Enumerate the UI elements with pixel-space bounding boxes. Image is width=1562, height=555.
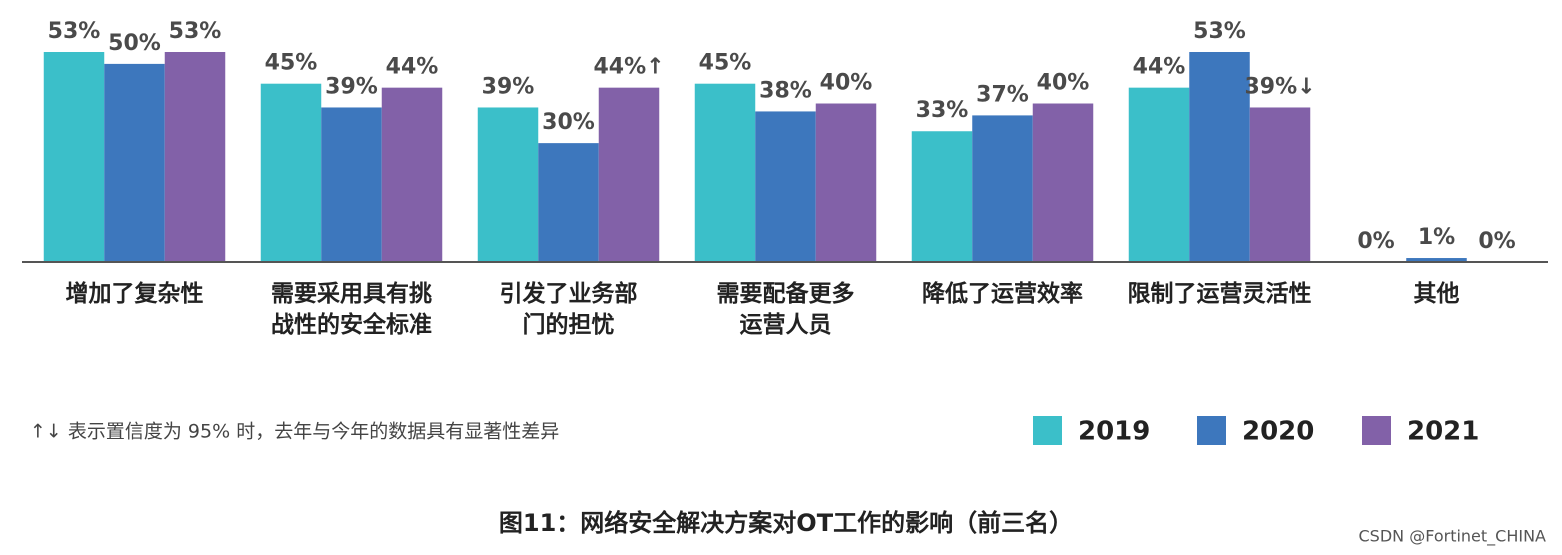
bar [260, 83, 322, 262]
x-tick-label: 需要配备更多运营人员 [717, 280, 855, 338]
bar [1189, 52, 1250, 262]
bar [694, 83, 756, 262]
bar [1406, 258, 1467, 262]
legend-label: 2020 [1242, 417, 1314, 447]
bar [477, 107, 539, 262]
value-label: 38% [759, 78, 812, 103]
legend-swatch [1362, 416, 1391, 445]
value-label: 30% [542, 110, 595, 135]
value-label: 45% [699, 51, 752, 76]
value-label: 44%↑ [593, 55, 664, 80]
value-label: 33% [916, 98, 969, 123]
bar [381, 87, 443, 263]
value-label: 40% [1037, 71, 1090, 96]
bar [972, 115, 1033, 262]
bar [43, 52, 105, 262]
value-label: 50% [108, 31, 161, 56]
value-label: 44% [386, 55, 439, 80]
bar [321, 107, 382, 262]
value-label: 0% [1478, 229, 1515, 254]
legend-swatch [1197, 416, 1226, 445]
value-label: 39%↓ [1244, 74, 1315, 99]
x-tick-label: 需要采用具有挑战性的安全标准 [271, 280, 432, 338]
value-label: 53% [48, 19, 101, 44]
bar [1249, 107, 1311, 262]
value-label: 44% [1133, 55, 1186, 80]
value-label: 53% [1193, 19, 1246, 44]
footnote: ↑↓ 表示置信度为 95% 时，去年与今年的数据具有显著性差异 [30, 421, 559, 443]
x-tick-label: 其他 [1414, 281, 1460, 307]
value-label: 39% [325, 74, 378, 99]
bar [815, 103, 877, 263]
bar [755, 111, 816, 262]
watermark: CSDN @Fortinet_CHINA [1358, 527, 1546, 547]
legend-label: 2021 [1407, 417, 1479, 447]
bar [538, 143, 599, 262]
value-label: 39% [482, 74, 535, 99]
bar [164, 52, 226, 262]
x-tick-label: 引发了业务部门的担忧 [500, 280, 638, 338]
legend-swatch [1033, 416, 1062, 445]
bar [598, 87, 660, 263]
bar [1032, 103, 1094, 263]
value-label: 53% [169, 19, 222, 44]
bar [104, 63, 165, 262]
bar [1128, 87, 1190, 263]
value-label: 45% [265, 51, 318, 76]
x-tick-label: 限制了运营灵活性 [1128, 281, 1312, 307]
chart-title: 图11：网络安全解决方案对OT工作的影响（前三名） [499, 509, 1073, 537]
bar [911, 131, 973, 262]
value-label: 0% [1357, 229, 1394, 254]
value-label: 40% [820, 71, 873, 96]
value-label: 1% [1418, 225, 1455, 250]
value-label: 37% [976, 82, 1029, 107]
x-tick-label: 增加了复杂性 [66, 280, 204, 307]
x-tick-label: 降低了运营效率 [922, 280, 1083, 307]
legend-label: 2019 [1078, 417, 1150, 447]
